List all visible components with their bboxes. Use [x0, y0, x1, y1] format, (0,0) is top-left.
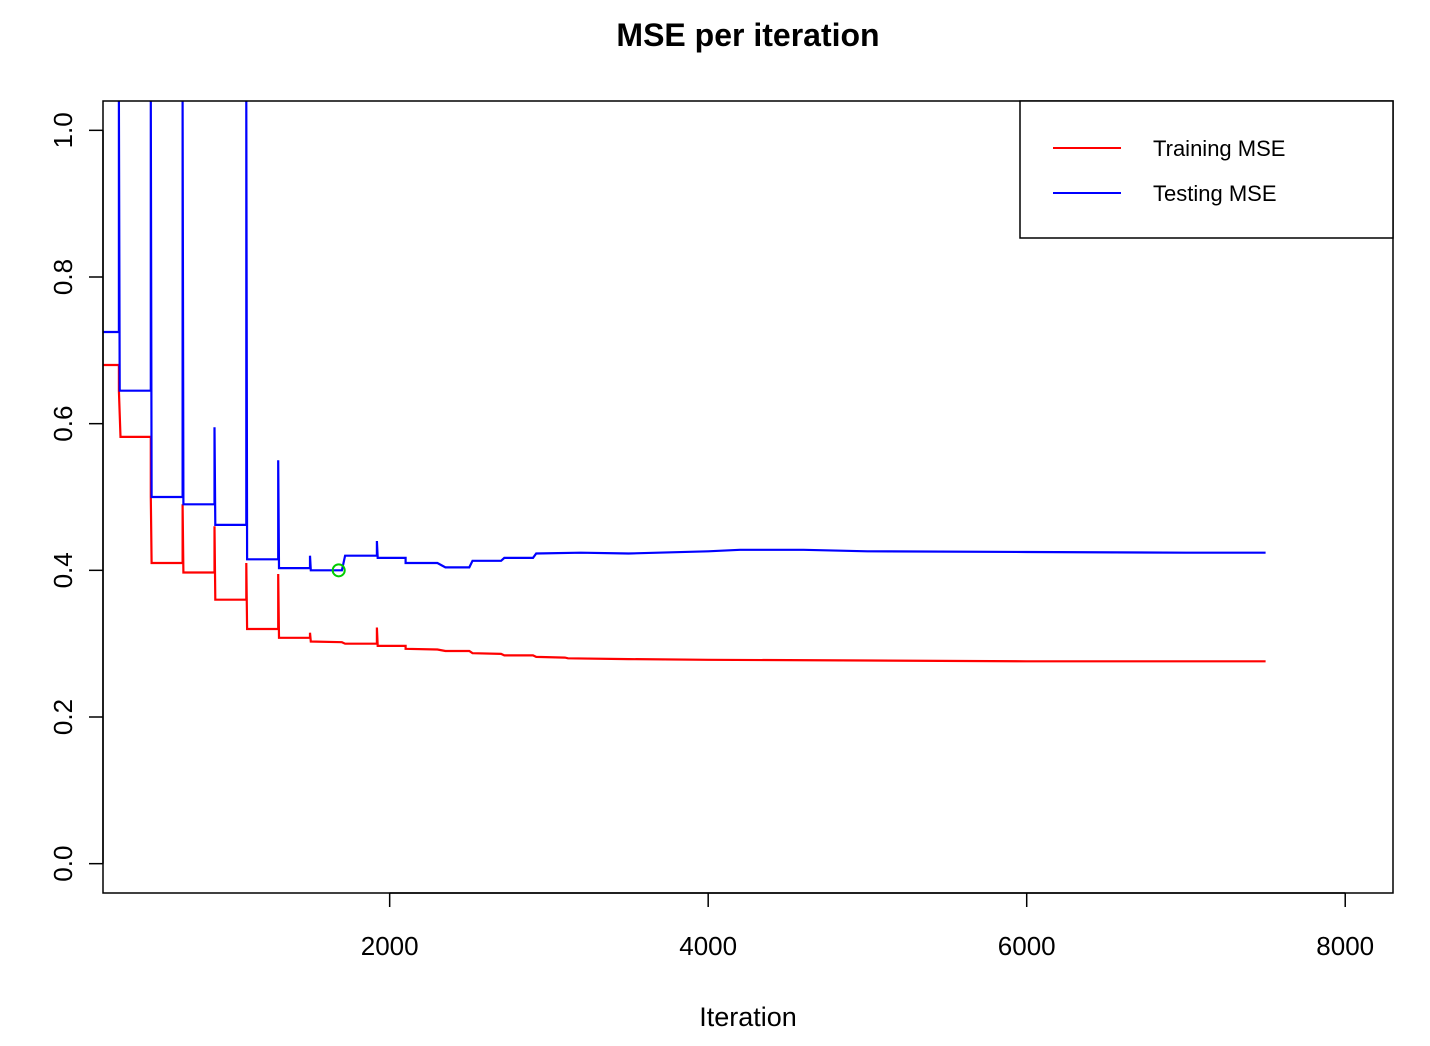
x-tick-label: 2000 — [361, 931, 419, 961]
y-axis: 0.0 0.2 0.4 0.6 0.8 1.0 — [48, 112, 104, 882]
x-axis: 2000 4000 6000 8000 — [361, 892, 1374, 961]
y-tick-label: 0.2 — [48, 699, 78, 735]
legend: Training MSE Testing MSE — [1019, 100, 1394, 239]
legend-entry-training: Training MSE — [1153, 136, 1285, 161]
x-tick-label: 8000 — [1316, 931, 1374, 961]
series-line-training — [103, 363, 1266, 663]
plot-area — [103, 101, 1266, 663]
series-line-testing — [103, 101, 1266, 572]
chart-title: MSE per iteration — [616, 17, 879, 53]
min-test-mse-marker — [331, 563, 346, 578]
legend-entry-testing: Testing MSE — [1153, 181, 1277, 206]
x-axis-label: Iteration — [699, 1002, 797, 1032]
y-tick-label: 0.6 — [48, 406, 78, 442]
x-tick-label: 6000 — [998, 931, 1056, 961]
y-tick-label: 0.0 — [48, 846, 78, 882]
legend-box — [1019, 100, 1394, 239]
x-tick-label: 4000 — [679, 931, 737, 961]
y-tick-label: 0.4 — [48, 552, 78, 588]
y-tick-label: 1.0 — [48, 112, 78, 148]
y-tick-label: 0.8 — [48, 259, 78, 295]
